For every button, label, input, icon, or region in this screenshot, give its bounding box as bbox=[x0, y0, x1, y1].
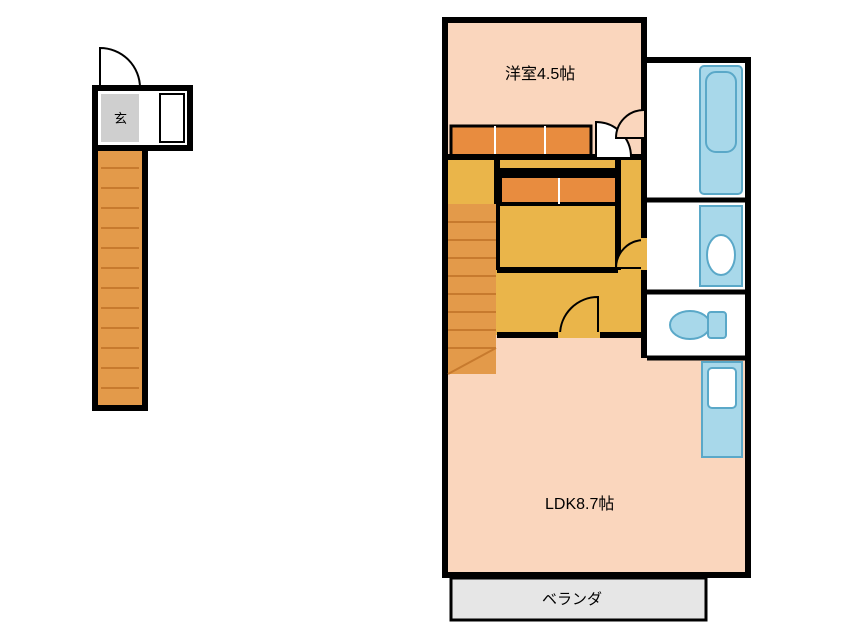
right-unit bbox=[445, 20, 748, 620]
bedroom-closet bbox=[451, 126, 591, 156]
ldk-label: LDK8.7帖 bbox=[545, 490, 614, 514]
left-unit bbox=[95, 48, 190, 408]
bathtub bbox=[706, 72, 736, 152]
bedroom-label: 洋室4.5帖 bbox=[505, 60, 575, 84]
entrance-door-arc bbox=[100, 48, 140, 88]
entrance-label: 玄 bbox=[114, 108, 127, 127]
kitchen-sink bbox=[708, 368, 736, 408]
floorplan-svg bbox=[0, 0, 846, 634]
entrance-right-white bbox=[160, 94, 184, 142]
wash-basin bbox=[707, 235, 735, 275]
balcony-label: ベランダ bbox=[542, 588, 602, 609]
toilet-icon bbox=[670, 311, 726, 339]
